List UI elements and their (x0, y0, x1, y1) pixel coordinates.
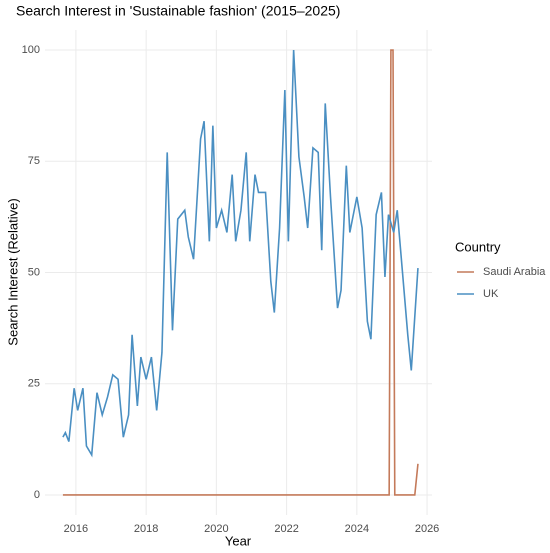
x-tick-label: 2020 (204, 523, 228, 535)
x-tick-label: 2018 (134, 523, 158, 535)
y-tick-label: 0 (34, 489, 40, 501)
x-tick-label: 2022 (274, 523, 298, 535)
x-tick-label: 2026 (415, 523, 439, 535)
x-axis-label: Year (225, 533, 252, 548)
data-line (62, 49, 419, 458)
x-tick-label: 2024 (345, 523, 369, 535)
chart-title: Search Interest in 'Sustainable fashion'… (16, 3, 340, 19)
x-tick-label: 2016 (64, 523, 88, 535)
data-line (62, 49, 419, 496)
y-tick-label: 50 (28, 266, 40, 278)
y-tick-label: 25 (28, 378, 40, 390)
y-tick-label: 75 (28, 155, 40, 167)
legend-label: UK (483, 288, 499, 300)
legend-label: Saudi Arabia (483, 266, 546, 278)
y-tick-label: 100 (22, 44, 40, 56)
legend-title: Country (455, 239, 501, 254)
y-axis-label: Search Interest (Relative) (5, 198, 20, 345)
